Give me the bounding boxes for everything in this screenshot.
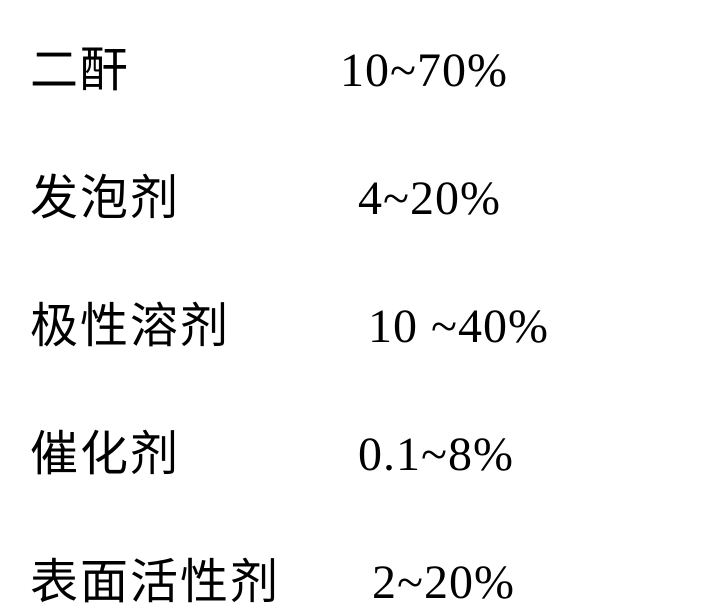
row-value: 4~20% — [340, 171, 501, 226]
row-label: 发泡剂 — [30, 158, 340, 228]
row-value: 10~70% — [340, 43, 508, 98]
row-value: 2~20% — [340, 555, 515, 610]
row-label: 表面活性剂 — [30, 542, 340, 612]
table-row: 二酐 10~70% — [30, 30, 671, 100]
row-label: 催化剂 — [30, 414, 340, 484]
table-row: 催化剂 0.1~8% — [30, 414, 671, 484]
row-label: 二酐 — [30, 30, 340, 100]
table-row: 极性溶剂 10 ~40% — [30, 286, 671, 356]
row-value: 10 ~40% — [340, 299, 549, 354]
table-row: 发泡剂 4~20% — [30, 158, 671, 228]
row-value: 0.1~8% — [340, 427, 514, 482]
table-row: 表面活性剂 2~20% — [30, 542, 671, 612]
composition-table: 二酐 10~70% 发泡剂 4~20% 极性溶剂 10 ~40% 催化剂 0.1… — [30, 20, 671, 612]
row-label: 极性溶剂 — [30, 286, 340, 356]
